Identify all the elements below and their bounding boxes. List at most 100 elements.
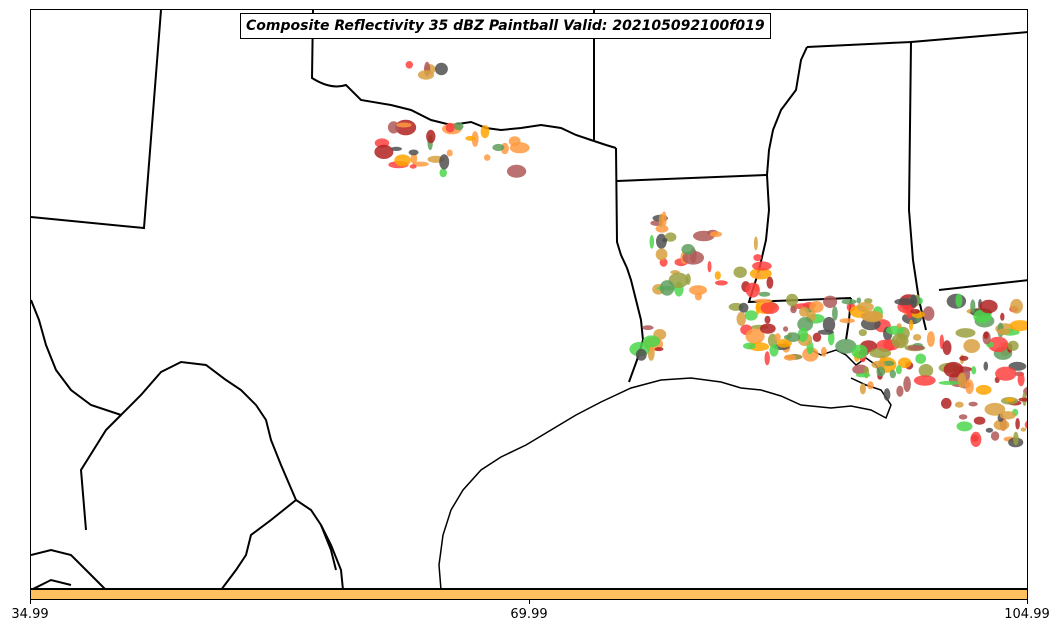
- reflectivity-blob: [841, 298, 857, 305]
- reflectivity-blob: [783, 335, 791, 340]
- reflectivity-blob: [856, 302, 874, 312]
- reflectivity-blob: [990, 431, 1000, 441]
- reflectivity-blob: [766, 276, 774, 289]
- reflectivity-blob: [445, 122, 455, 133]
- reflectivity-blob: [1007, 340, 1019, 351]
- reflectivity-blob: [941, 397, 952, 409]
- reflectivity-blob: [736, 311, 747, 326]
- reflectivity-blob: [439, 154, 450, 170]
- reflectivity-blob: [1020, 427, 1027, 432]
- reflectivity-blob: [374, 144, 394, 159]
- colorbar-tick-end: 104.99: [1004, 607, 1050, 622]
- reflectivity-blob: [809, 301, 824, 313]
- reflectivity-blob: [955, 293, 963, 308]
- reflectivity-blob: [859, 383, 867, 395]
- reflectivity-blob: [480, 125, 490, 139]
- reflectivity-blob: [714, 271, 721, 280]
- reflectivity-blob: [970, 299, 976, 314]
- reflectivity-blob: [754, 298, 773, 303]
- reflectivity-blob: [760, 302, 780, 314]
- reflectivity-blob: [958, 414, 968, 420]
- reflectivity-blob: [915, 353, 927, 364]
- reflectivity-blob: [802, 347, 819, 362]
- reflectivity-blob: [408, 149, 419, 156]
- reflectivity-blob: [896, 385, 904, 397]
- reflectivity-blob: [943, 361, 964, 378]
- reflectivity-blob: [661, 211, 667, 227]
- reflectivity-blob: [993, 419, 1010, 431]
- map-panel: [30, 9, 1028, 589]
- reflectivity-blob: [417, 70, 435, 80]
- reflectivity-blob: [743, 342, 756, 350]
- reflectivity-blob: [1010, 298, 1023, 314]
- reflectivity-blob: [891, 333, 909, 349]
- reflectivity-blob: [776, 338, 792, 348]
- colorbar: [30, 589, 1028, 600]
- map-canvas: [31, 10, 1027, 588]
- reflectivity-blob: [895, 365, 902, 375]
- reflectivity-blob: [997, 328, 1011, 335]
- reflectivity-blob: [685, 273, 691, 286]
- reflectivity-blob: [820, 346, 827, 357]
- reflectivity-blob: [985, 427, 994, 433]
- reflectivity-blob: [738, 302, 749, 313]
- reflectivity-blob: [769, 344, 779, 357]
- reflectivity-blob: [822, 316, 836, 333]
- reflectivity-blob: [1009, 320, 1027, 332]
- reflectivity-blob: [786, 293, 799, 307]
- reflectivity-blob: [999, 411, 1016, 420]
- reflectivity-blob: [745, 282, 760, 298]
- reflectivity-blob: [871, 360, 886, 369]
- reflectivity-blob: [869, 348, 892, 358]
- reflectivity-blob: [733, 266, 747, 278]
- reflectivity-blob: [694, 292, 703, 301]
- reflectivity-blob: [387, 121, 400, 134]
- reflectivity-blob: [758, 291, 771, 297]
- reflectivity-blob: [882, 360, 895, 366]
- reflectivity-blob: [396, 122, 412, 128]
- reflectivity-blob: [987, 336, 1009, 353]
- reflectivity-blob: [707, 261, 712, 273]
- reflectivity-blob: [1018, 397, 1027, 402]
- reflectivity-blob: [913, 375, 936, 386]
- reflectivity-blob: [753, 254, 762, 262]
- reflectivity-blob: [790, 305, 797, 314]
- reflectivity-blob: [753, 236, 758, 251]
- reflectivity-blob: [1013, 431, 1019, 446]
- reflectivity-blob: [954, 401, 964, 408]
- reflectivity-blob: [860, 311, 883, 322]
- reflectivity-blob: [965, 379, 974, 395]
- state-boundaries: [31, 10, 1027, 588]
- reflectivity-blob: [797, 327, 809, 342]
- reflectivity-blob: [851, 344, 868, 359]
- reflectivity-blob: [938, 380, 959, 385]
- reflectivity-blob: [453, 122, 464, 131]
- reflectivity-blob: [867, 381, 874, 390]
- reflectivity-blob: [963, 339, 980, 353]
- reflectivity-blob: [668, 272, 689, 288]
- reflectivity-blob: [664, 232, 677, 242]
- reflectivity-blob: [797, 317, 814, 332]
- reflectivity-blob: [654, 347, 664, 352]
- reflectivity-blob: [681, 244, 695, 255]
- reflectivity-blob: [922, 306, 935, 321]
- reflectivity-blob: [979, 299, 998, 314]
- reflectivity-blob: [970, 431, 982, 447]
- reflectivity-blob: [755, 272, 762, 279]
- reflectivity-paintball-layer: [374, 61, 1027, 448]
- reflectivity-blob: [876, 366, 886, 377]
- reflectivity-blob: [1000, 312, 1005, 321]
- reflectivity-blob: [897, 357, 912, 369]
- reflectivity-blob: [832, 306, 838, 321]
- reflectivity-blob: [689, 285, 707, 296]
- reflectivity-blob: [912, 334, 922, 341]
- reflectivity-blob: [642, 335, 661, 348]
- reflectivity-blob: [894, 298, 916, 306]
- reflectivity-blob: [434, 62, 448, 76]
- reflectivity-blob: [918, 364, 934, 378]
- reflectivity-blob: [412, 161, 429, 167]
- reflectivity-blob: [858, 329, 867, 337]
- reflectivity-blob: [983, 361, 989, 371]
- reflectivity-blob: [744, 310, 758, 321]
- reflectivity-blob: [715, 280, 728, 286]
